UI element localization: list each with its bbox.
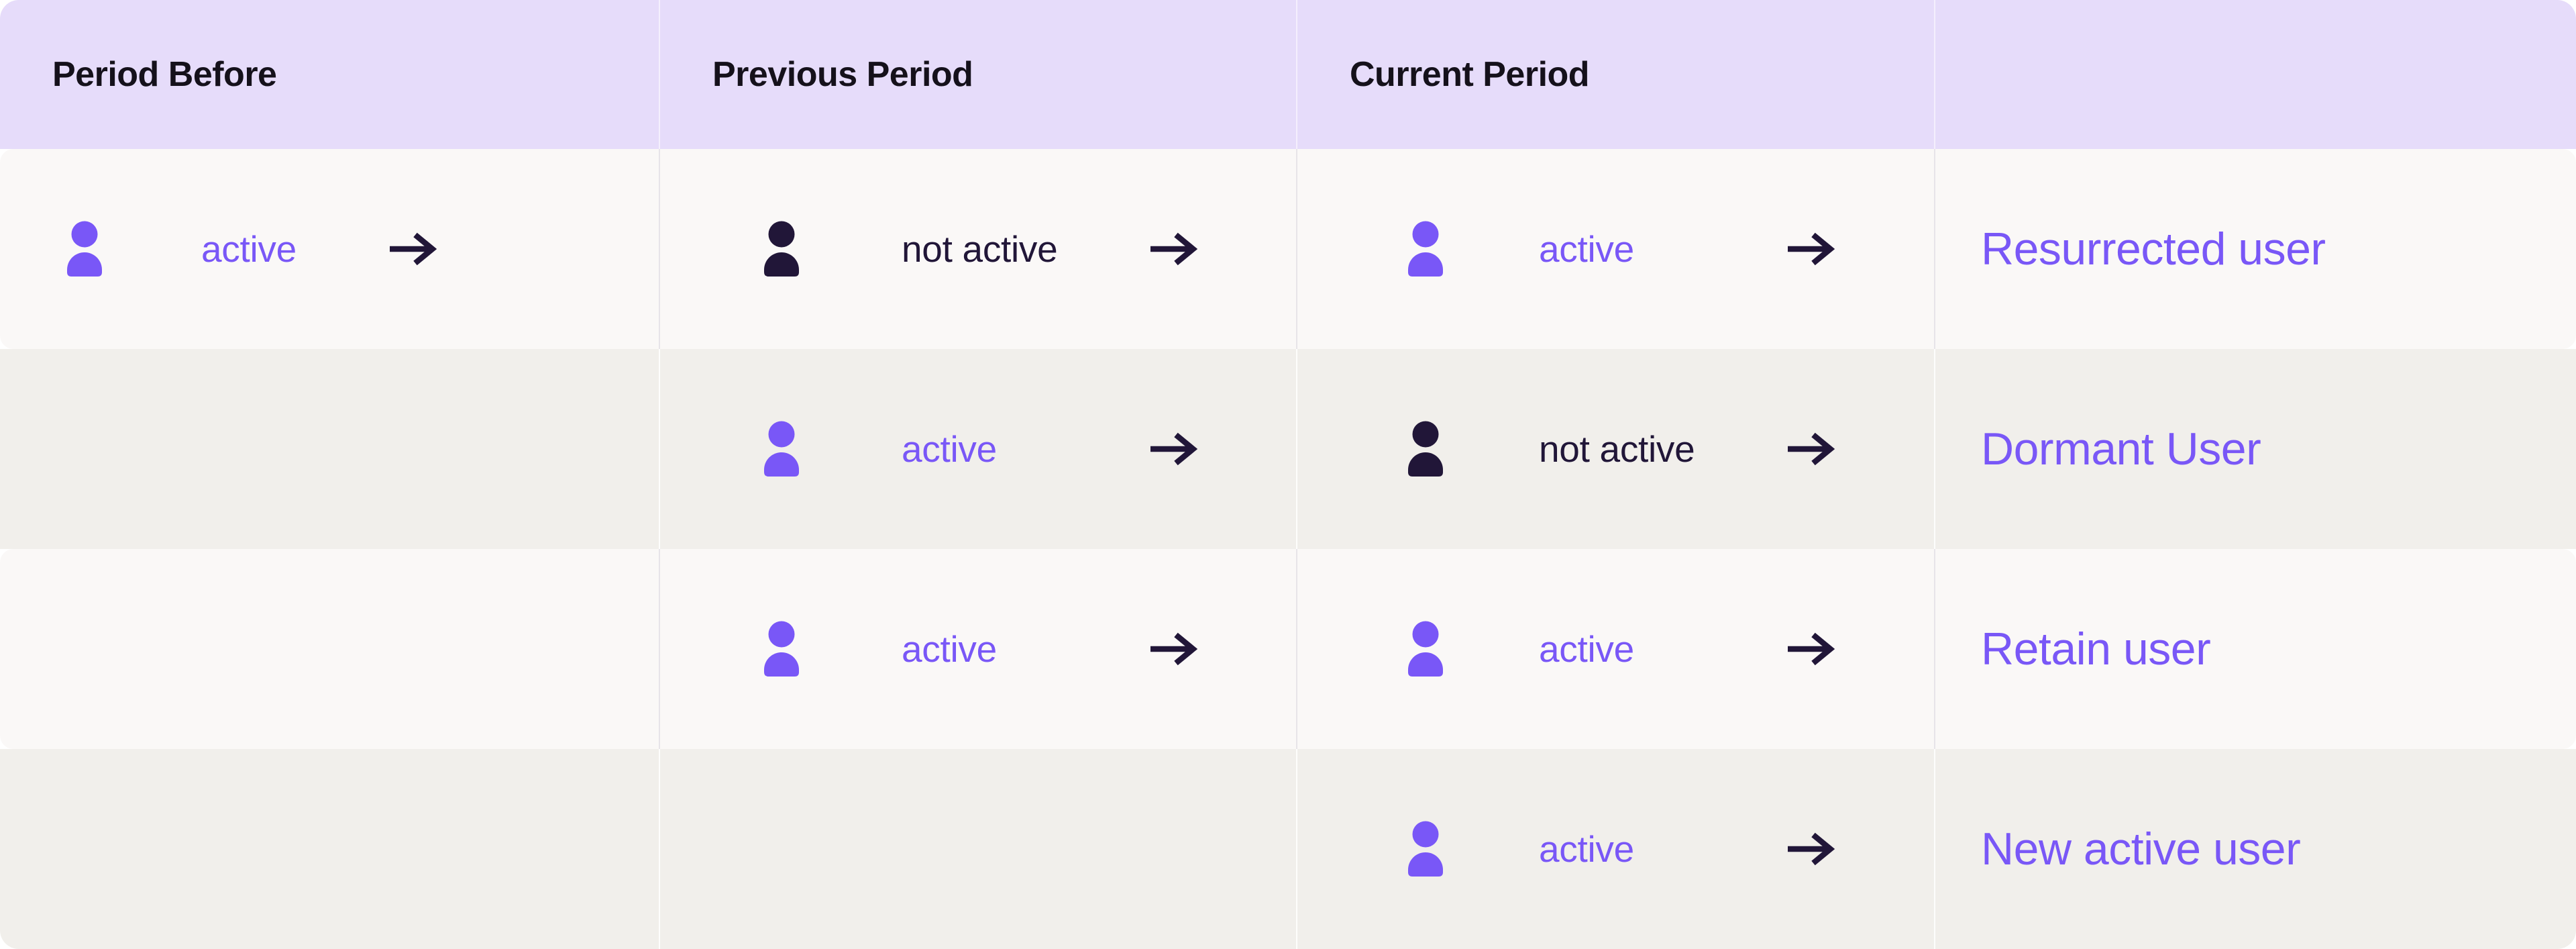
- arrow-right-icon: [1787, 232, 1835, 266]
- column-header-label: Previous Period: [712, 55, 973, 94]
- person-icon: [1405, 421, 1446, 477]
- previous-period-cell-empty: [659, 749, 1296, 949]
- result-cell: Dormant User: [1934, 349, 2576, 549]
- period-before-cell-empty: [0, 349, 659, 549]
- arrow-right-icon: [1150, 432, 1198, 466]
- table-header-row: Period Before Previous Period Current Pe…: [0, 0, 2576, 149]
- arrow-right-icon: [1150, 632, 1198, 666]
- user-type-label: New active user: [1981, 823, 2301, 875]
- column-header-period-before: Period Before: [0, 0, 659, 149]
- user-type-label: Retain user: [1981, 623, 2211, 675]
- activity-state-label: active: [902, 628, 997, 670]
- person-icon: [1405, 621, 1446, 677]
- period-before-cell-empty: [0, 549, 659, 749]
- current-period-cell: active: [1296, 749, 1934, 949]
- person-icon: [64, 221, 105, 277]
- activity-state-label: active: [1539, 628, 1634, 670]
- result-cell: Retain user: [1934, 549, 2576, 749]
- previous-period-cell: active: [659, 349, 1296, 549]
- arrow-right-icon: [1787, 832, 1835, 866]
- column-header-label: Current Period: [1350, 55, 1590, 94]
- period-before-cell: active: [0, 149, 659, 349]
- table-row-new-active-user: active New active user: [0, 749, 2576, 949]
- current-period-cell: not active: [1296, 349, 1934, 549]
- current-period-cell: active: [1296, 149, 1934, 349]
- activity-state-label: active: [1539, 228, 1634, 270]
- person-icon: [1405, 221, 1446, 277]
- column-header-label: Period Before: [52, 55, 277, 94]
- activity-state-label: not active: [1539, 428, 1695, 470]
- period-before-cell-empty: [0, 749, 659, 949]
- activity-state-label: not active: [902, 228, 1058, 270]
- person-icon: [761, 421, 802, 477]
- column-header-current-period: Current Period: [1296, 0, 1934, 149]
- table-row-retain-user: active active Retain user: [0, 549, 2576, 749]
- user-type-label: Dormant User: [1981, 423, 2261, 474]
- current-period-cell: active: [1296, 549, 1934, 749]
- column-header-previous-period: Previous Period: [659, 0, 1296, 149]
- column-header-result: [1934, 0, 2576, 149]
- arrow-right-icon: [1787, 632, 1835, 666]
- person-icon: [1405, 821, 1446, 877]
- table-row-resurrected-user: active not active active Resurrected use…: [0, 149, 2576, 349]
- previous-period-cell: not active: [659, 149, 1296, 349]
- activity-state-label: active: [201, 228, 297, 270]
- arrow-right-icon: [1150, 232, 1198, 266]
- result-cell: New active user: [1934, 749, 2576, 949]
- arrow-right-icon: [389, 232, 437, 266]
- person-icon: [761, 221, 802, 277]
- table-row-dormant-user: active not active Dormant User: [0, 349, 2576, 549]
- result-cell: Resurrected user: [1934, 149, 2576, 349]
- person-icon: [761, 621, 802, 677]
- activity-state-label: active: [902, 428, 997, 470]
- previous-period-cell: active: [659, 549, 1296, 749]
- user-type-label: Resurrected user: [1981, 223, 2326, 274]
- arrow-right-icon: [1787, 432, 1835, 466]
- activity-state-label: active: [1539, 828, 1634, 870]
